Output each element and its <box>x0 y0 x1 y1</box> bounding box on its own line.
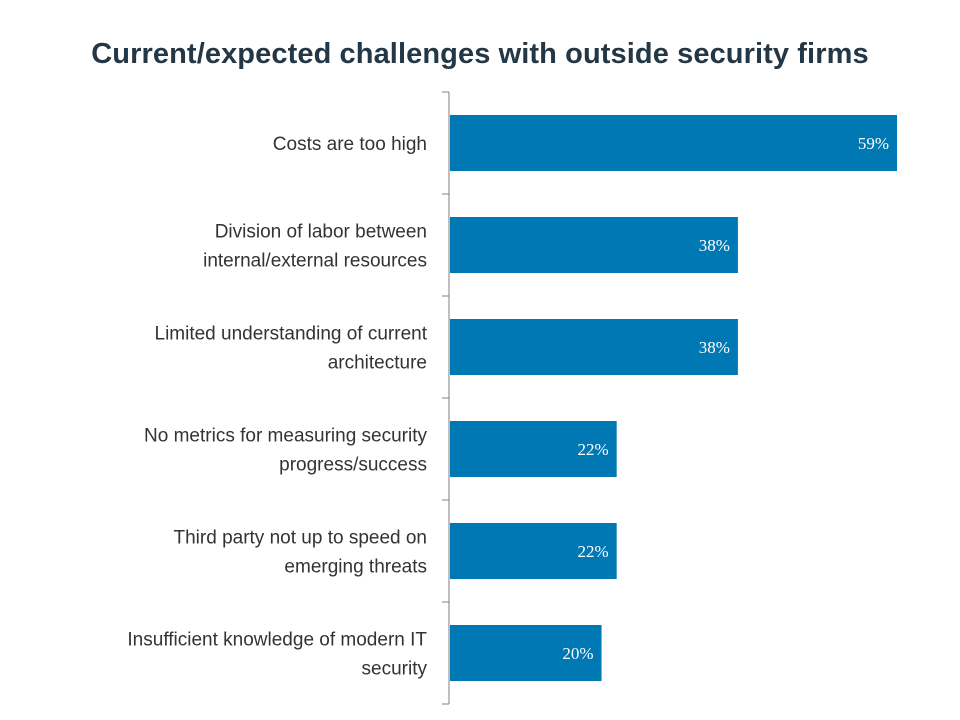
bar <box>450 523 617 579</box>
category-label-line: Insufficient knowledge of modern IT <box>127 630 427 651</box>
bar <box>450 625 602 681</box>
data-label: 22% <box>578 440 609 459</box>
category-label: Division of labor between internal/extern… <box>203 222 427 272</box>
category-label: No metrics for measuring security progres… <box>144 426 427 476</box>
chart-title: Current/expected challenges with outside… <box>91 38 869 70</box>
data-label: 38% <box>699 236 730 255</box>
category-axis <box>442 91 450 705</box>
category-label-line: Division of labor between <box>215 222 427 243</box>
category-label-line: No metrics for measuring security <box>144 426 427 447</box>
category-label-line: Limited understanding of current <box>155 324 428 345</box>
category-label: Third party not up to speed on emerging t… <box>174 528 428 578</box>
data-label: 59% <box>858 134 889 153</box>
data-label: 20% <box>562 644 593 663</box>
category-label-line: internal/external resources <box>203 251 427 272</box>
bar <box>450 115 897 171</box>
category-label-line: progress/success <box>279 455 427 476</box>
category-label-line: emerging threats <box>284 557 427 578</box>
bars-layer <box>450 115 897 681</box>
bar <box>450 421 617 477</box>
labels-layer: 59% Costs are too high 38% Division of labo… <box>127 134 889 680</box>
category-label: Limited understanding of current architec… <box>155 324 428 374</box>
bar <box>450 319 738 375</box>
bar <box>450 217 738 273</box>
category-label-line: architecture <box>328 353 427 374</box>
data-label: 38% <box>699 338 730 357</box>
category-label-line: security <box>362 659 428 680</box>
category-label-line: Third party not up to speed on <box>174 528 428 549</box>
category-label: Costs are too high <box>273 134 427 155</box>
category-label: Insufficient knowledge of modern IT secur… <box>127 630 427 680</box>
category-label-line: Costs are too high <box>273 134 427 155</box>
data-label: 22% <box>578 542 609 561</box>
